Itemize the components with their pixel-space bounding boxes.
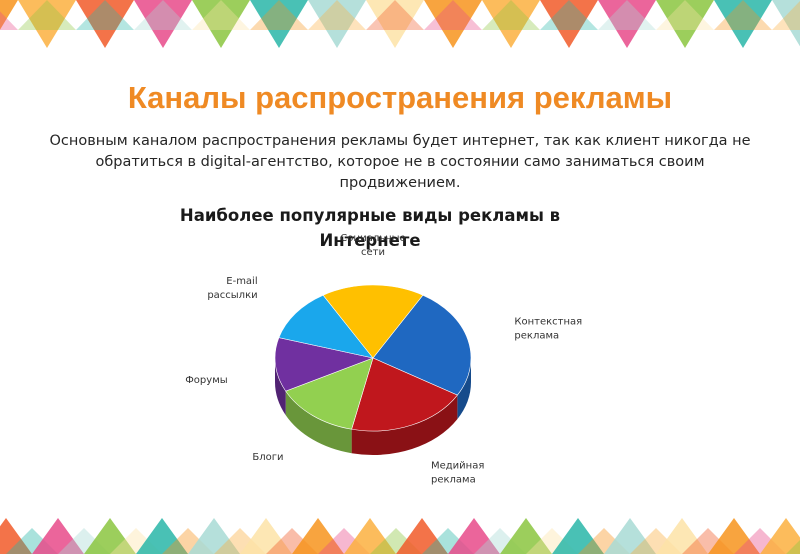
decor-triangle — [772, 1, 800, 30]
pie-slice-side — [351, 395, 458, 455]
slice-label: Форумы — [185, 375, 227, 386]
decor-triangle — [134, 0, 192, 48]
decor-triangle — [786, 540, 800, 554]
decor-triangle — [76, 0, 134, 48]
slice-label: Медийная реклама — [431, 460, 484, 485]
decor-triangle — [500, 518, 552, 554]
decor-triangle — [32, 518, 84, 554]
decor-triangle — [308, 0, 366, 48]
chart-title: Наиболее популярные виды рекламы в Интер… — [179, 206, 561, 250]
pie-slice-side — [275, 358, 286, 416]
decor-triangle — [714, 0, 772, 48]
decor-triangle — [598, 0, 656, 48]
decor-triangle — [250, 0, 308, 30]
decor-triangle — [424, 0, 482, 30]
decor-triangle — [708, 518, 760, 554]
decor-triangle — [656, 0, 714, 30]
decor-triangle — [482, 0, 540, 30]
decor-triangle — [396, 518, 448, 554]
decor-triangle — [772, 0, 800, 47]
top-triangle-border — [0, 0, 800, 48]
decor-triangle — [188, 518, 240, 554]
decor-triangle — [448, 518, 500, 554]
decor-triangle — [0, 518, 32, 554]
pie-slice — [278, 294, 374, 359]
decor-triangle — [540, 0, 598, 30]
pie-slice-side — [457, 358, 471, 420]
decor-triangle — [192, 0, 250, 48]
slice-label: E-mail рассылки — [207, 276, 257, 301]
decor-triangle — [136, 518, 188, 554]
decor-triangle — [656, 518, 708, 554]
decor-triangle — [0, 0, 18, 30]
decor-triangle — [76, 0, 134, 30]
decor-triangle — [540, 0, 598, 48]
pie-slice — [274, 337, 375, 392]
pie-slice — [351, 357, 458, 432]
bottom-triangle-border — [0, 518, 800, 554]
slice-label: Контекстная реклама — [514, 316, 582, 341]
slide-title: Каналы распространения рекламы — [127, 80, 673, 115]
slide-subtitle: Основным каналом распространения рекламы… — [49, 133, 751, 191]
decor-triangle — [366, 0, 424, 48]
decor-triangle — [760, 518, 800, 554]
decor-triangle — [604, 518, 656, 554]
pie-slice-side — [285, 391, 352, 454]
decor-triangle — [552, 518, 604, 554]
decor-triangle — [366, 0, 424, 30]
decor-triangle — [714, 0, 772, 30]
pie-slice — [285, 357, 374, 430]
decor-triangle — [240, 518, 292, 554]
slice-label: Социальные сети — [340, 233, 405, 258]
pie-slice — [372, 294, 472, 396]
decor-triangle — [192, 0, 250, 30]
slice-label: Блоги — [252, 452, 283, 463]
pie-slice — [322, 284, 424, 359]
decor-triangle — [292, 518, 344, 554]
decor-triangle — [308, 0, 366, 30]
decor-triangle — [18, 0, 76, 48]
decor-triangle — [482, 0, 540, 48]
decor-triangle — [0, 11, 18, 30]
decor-triangle — [84, 518, 136, 554]
decor-triangle — [250, 0, 308, 48]
decor-triangle — [598, 0, 656, 30]
decor-triangle — [134, 0, 192, 30]
decor-triangle — [18, 0, 76, 30]
decor-triangle — [344, 518, 396, 554]
decor-triangle — [424, 0, 482, 48]
decor-triangle — [656, 0, 714, 48]
